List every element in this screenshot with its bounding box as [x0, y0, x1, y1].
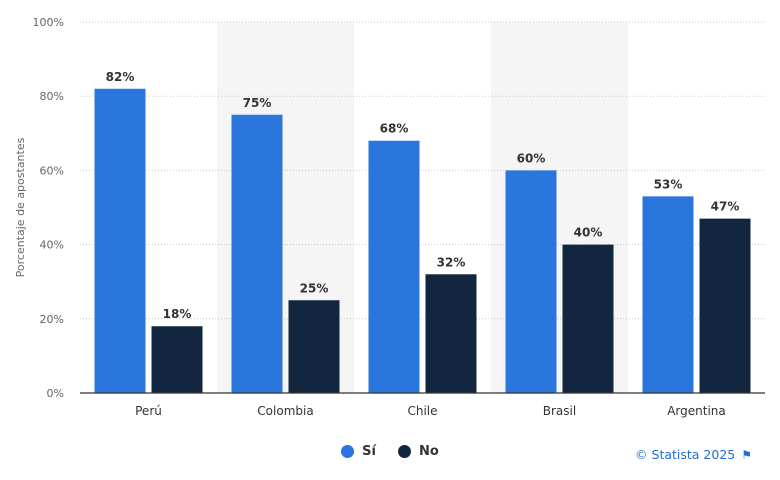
bar-no [562, 244, 614, 393]
data-label: 32% [437, 255, 466, 269]
bar-si [231, 114, 283, 393]
legend-marker-no [398, 445, 411, 458]
bar-si [642, 196, 694, 393]
y-tick-label: 40% [40, 239, 64, 252]
data-label: 18% [163, 307, 192, 321]
x-tick-label: Argentina [667, 404, 726, 418]
data-label: 82% [106, 70, 135, 84]
flag-icon[interactable]: ⚑ [741, 447, 752, 462]
x-tick-label: Brasil [543, 404, 576, 418]
bar-no [151, 326, 203, 393]
legend-label-si: Sí [362, 444, 376, 459]
bar-no [699, 218, 751, 393]
bar-si [368, 140, 420, 393]
y-tick-label: 0% [47, 387, 64, 400]
bar-no [425, 274, 477, 393]
legend: Sí No [0, 444, 780, 459]
x-tick-label: Colombia [257, 404, 313, 418]
bar-no [288, 300, 340, 393]
bar-si [94, 88, 146, 393]
y-tick-label: 60% [40, 164, 64, 177]
legend-marker-si [341, 445, 355, 458]
x-tick-label: Perú [135, 404, 162, 418]
data-label: 60% [517, 151, 546, 165]
data-label: 25% [300, 281, 329, 295]
data-label: 53% [654, 177, 683, 191]
legend-label-no: No [419, 444, 439, 459]
y-tick-label: 100% [33, 16, 64, 29]
legend-item-si[interactable]: Sí [341, 444, 376, 459]
data-label: 68% [380, 122, 409, 136]
bar-si [505, 170, 557, 393]
x-tick-label: Chile [407, 404, 437, 418]
data-label: 40% [574, 226, 603, 240]
statista-credit[interactable]: © Statista 2025 ⚑ [635, 447, 752, 462]
y-tick-label: 20% [40, 313, 64, 326]
y-tick-label: 80% [40, 90, 64, 103]
data-label: 75% [243, 96, 272, 110]
y-axis-title: Porcentaje de apostantes [14, 137, 27, 277]
data-label: 47% [711, 200, 740, 214]
credit-text: © Statista 2025 [635, 447, 736, 462]
legend-item-no[interactable]: No [398, 444, 439, 459]
